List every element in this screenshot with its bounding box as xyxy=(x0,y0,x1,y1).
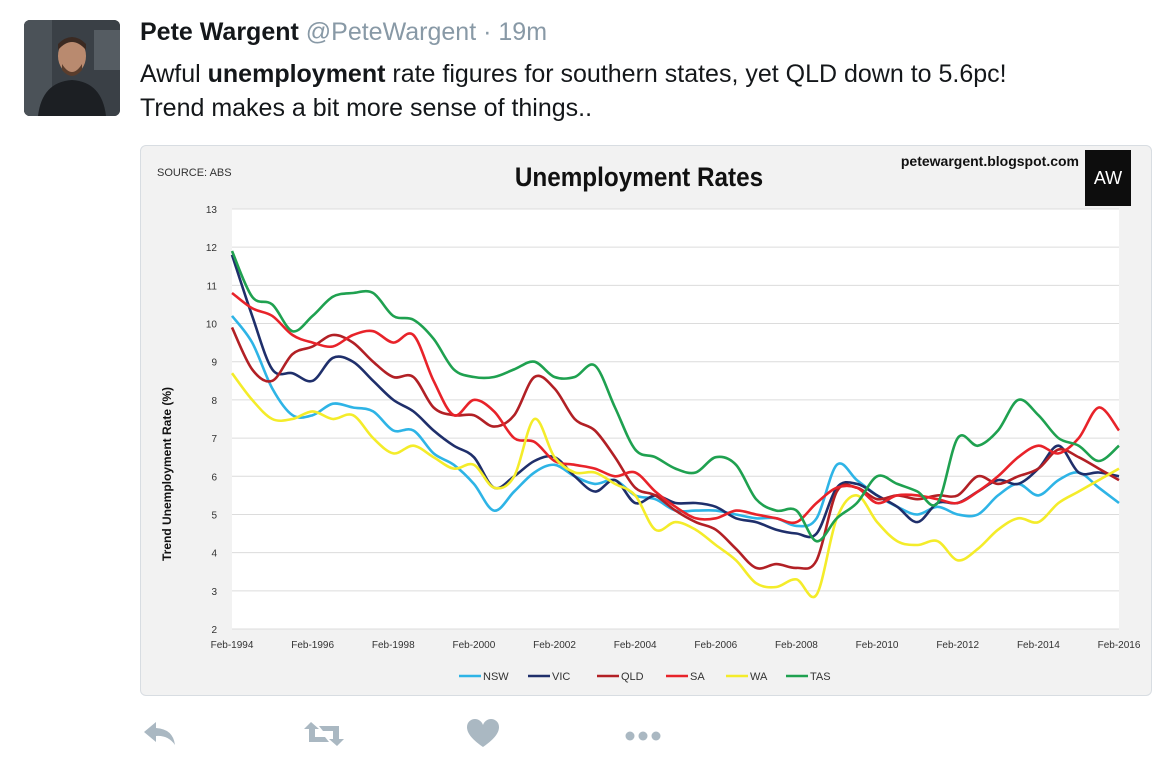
aw-logo xyxy=(1085,150,1131,206)
tweet-text: Awful unemployment rate figures for sout… xyxy=(140,57,1150,125)
legend-label-qld: QLD xyxy=(621,671,644,683)
tweet-timestamp[interactable]: 19m xyxy=(498,18,548,46)
chart-site-url: petewargent.blogspot.com xyxy=(901,153,1079,169)
legend-label-tas: TAS xyxy=(810,671,831,683)
retweet-button[interactable] xyxy=(302,718,346,755)
author-photo xyxy=(24,20,120,116)
more-icon xyxy=(625,731,661,741)
x-tick-label: Feb-1996 xyxy=(291,640,334,651)
tweet-media-image[interactable]: SOURCE: ABS Unemployment Rates petewarge… xyxy=(140,145,1152,696)
tweet-text-line2: Trend makes a bit more sense of things.. xyxy=(140,94,593,122)
author-avatar[interactable] xyxy=(24,20,120,116)
x-tick-label: Feb-1994 xyxy=(211,640,254,651)
reply-button[interactable] xyxy=(142,718,178,755)
y-tick-label: 9 xyxy=(211,358,217,369)
legend-label-wa: WA xyxy=(750,671,768,683)
tweet-text-part2: rate figures for southern states, yet QL… xyxy=(385,60,1007,88)
x-tick-label: Feb-2006 xyxy=(694,640,737,651)
more-button[interactable] xyxy=(622,718,666,755)
chart-source: SOURCE: ABS xyxy=(157,167,232,179)
y-tick-label: 2 xyxy=(211,625,217,636)
series-line-sa xyxy=(231,291,1121,525)
plot-area-background xyxy=(232,209,1119,629)
tweet-header: Pete Wargent @PeteWargent · 19m xyxy=(140,18,547,47)
y-tick-label: 3 xyxy=(211,587,217,598)
unemployment-chart: SOURCE: ABS Unemployment Rates petewarge… xyxy=(145,150,1147,691)
header-separator: · xyxy=(483,18,492,46)
y-axis-label: Trend Unemployment Rate (%) xyxy=(160,387,174,561)
heart-icon xyxy=(467,719,499,747)
y-tick-label: 8 xyxy=(211,396,217,407)
y-tick-label: 10 xyxy=(206,320,218,331)
x-tick-label: Feb-2016 xyxy=(1098,640,1141,651)
y-tick-label: 5 xyxy=(211,510,217,521)
aw-logo-text: AW xyxy=(1094,168,1122,188)
chart-plot-area: 2 3 4 5 6 7 8 9 10 11 12 13 Feb-1994 Feb-1996 Feb-1998… xyxy=(206,205,1141,651)
y-tick-label: 13 xyxy=(206,205,218,216)
x-tick-label: Feb-2014 xyxy=(1017,640,1060,651)
author-handle[interactable]: @PeteWargent xyxy=(305,18,477,46)
y-tick-label: 4 xyxy=(211,549,217,560)
x-tick-label: Feb-2004 xyxy=(614,640,657,651)
author-name[interactable]: Pete Wargent xyxy=(140,18,299,46)
x-tick-label: Feb-2000 xyxy=(453,640,496,651)
legend-label-vic: VIC xyxy=(552,671,570,683)
reply-icon xyxy=(144,722,175,745)
retweet-icon xyxy=(304,722,344,746)
y-tick-label: 12 xyxy=(206,243,218,254)
x-tick-label: Feb-2002 xyxy=(533,640,576,651)
tweet-text-part1: Awful xyxy=(140,60,208,88)
chart-legend: NSW VIC QLD SA WA TAS xyxy=(459,671,831,683)
chart-title: Unemployment Rates xyxy=(515,163,763,192)
legend-label-sa: SA xyxy=(690,671,705,683)
legend-label-nsw: NSW xyxy=(483,671,509,683)
y-tick-label: 6 xyxy=(211,472,217,483)
tweet-text-keyword: unemployment xyxy=(207,60,386,88)
x-tick-label: Feb-1998 xyxy=(372,640,415,651)
like-button[interactable] xyxy=(466,718,500,755)
tweet-actions xyxy=(140,718,740,758)
y-tick-label: 11 xyxy=(207,281,218,292)
y-tick-label: 7 xyxy=(211,434,217,445)
series-line-wa xyxy=(230,372,1120,599)
x-tick-label: Feb-2010 xyxy=(856,640,899,651)
series-line-tas xyxy=(230,250,1120,543)
x-tick-label: Feb-2012 xyxy=(936,640,979,651)
x-tick-label: Feb-2008 xyxy=(775,640,818,651)
series-line-qld xyxy=(230,326,1120,570)
